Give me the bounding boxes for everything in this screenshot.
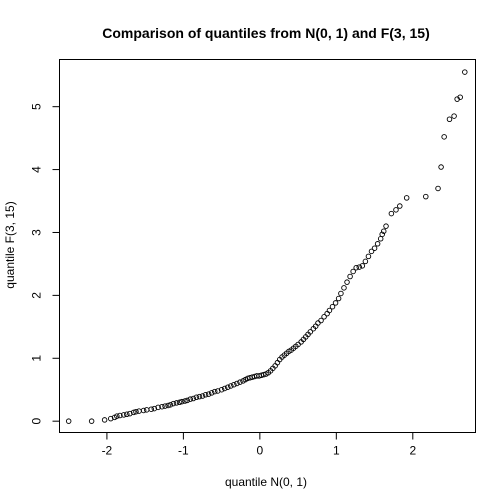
data-point — [338, 290, 344, 297]
data-point — [114, 413, 120, 419]
data-point — [393, 207, 399, 213]
y-tick-label: 2 — [30, 292, 44, 299]
x-tick-label: -1 — [178, 444, 189, 458]
data-point — [167, 402, 174, 408]
data-point — [451, 113, 457, 119]
data-point — [224, 384, 231, 390]
data-point — [173, 400, 180, 406]
data-point — [218, 386, 225, 393]
data-point — [101, 417, 108, 423]
data-point — [341, 285, 347, 291]
data-point — [208, 390, 215, 396]
data-point — [397, 203, 403, 209]
data-point — [170, 400, 177, 407]
data-point — [353, 264, 359, 271]
data-point — [371, 245, 378, 251]
data-point — [133, 408, 139, 415]
data-point — [120, 412, 127, 418]
x-tick-label: 2 — [409, 444, 416, 458]
data-point — [65, 418, 72, 424]
data-point — [423, 193, 429, 200]
data-point — [117, 412, 123, 419]
plot-frame — [59, 59, 476, 433]
data-point — [179, 398, 185, 405]
x-tick-label: 1 — [333, 444, 340, 458]
data-point — [388, 210, 395, 217]
data-point — [326, 307, 333, 314]
data-point — [438, 164, 444, 170]
data-point — [350, 268, 356, 275]
chart-title: Comparison of quantiles from N(0, 1) and… — [102, 25, 429, 41]
data-point — [221, 385, 228, 392]
data-point — [176, 399, 183, 406]
data-point — [462, 69, 468, 75]
data-point — [190, 395, 197, 402]
data-point — [193, 394, 200, 401]
data-point — [130, 409, 137, 416]
data-point — [88, 418, 95, 424]
data-point — [362, 258, 369, 265]
y-tick-label: 5 — [30, 103, 44, 110]
data-point — [365, 253, 372, 260]
y-axis-label: quantile F(3, 15) — [3, 201, 17, 288]
y-tick-label: 3 — [30, 229, 44, 236]
y-tick-label: 4 — [30, 166, 44, 173]
data-point — [140, 407, 147, 414]
x-tick-label: -2 — [102, 444, 113, 458]
data-point — [234, 380, 240, 387]
data-point — [155, 404, 161, 411]
data-point — [344, 279, 350, 285]
x-tick-label: 0 — [257, 444, 264, 458]
data-point — [205, 391, 212, 397]
data-point — [184, 397, 190, 404]
data-point — [196, 393, 203, 400]
y-tick-label: 1 — [30, 355, 44, 362]
data-point — [307, 329, 314, 335]
data-point — [148, 406, 155, 412]
data-point — [329, 303, 336, 310]
data-point — [356, 264, 363, 270]
data-point — [380, 228, 387, 234]
data-point — [383, 223, 389, 229]
data-point — [159, 403, 165, 410]
data-point — [359, 263, 366, 269]
data-point — [374, 241, 381, 247]
data-point — [379, 231, 385, 238]
data-point — [202, 392, 209, 398]
data-point — [441, 134, 447, 140]
data-point — [318, 317, 324, 324]
data-point — [124, 411, 130, 418]
data-point — [347, 273, 353, 280]
data-point — [435, 185, 441, 192]
data-point — [162, 403, 168, 409]
data-point — [457, 94, 463, 100]
y-tick-label: 0 — [30, 418, 44, 425]
data-point — [324, 310, 330, 317]
data-point — [377, 236, 384, 242]
data-point — [315, 320, 321, 326]
data-point — [237, 379, 243, 385]
data-point — [199, 393, 206, 399]
data-point — [136, 408, 142, 414]
data-point — [335, 295, 342, 302]
data-point — [211, 388, 218, 395]
data-points — [65, 69, 468, 424]
x-axis-label: quantile N(0, 1) — [225, 475, 307, 489]
data-point — [321, 314, 327, 320]
data-point — [274, 359, 281, 366]
data-point — [228, 383, 234, 389]
y-axis: 0 1 2 3 4 5 — [30, 103, 60, 425]
data-point — [143, 407, 150, 413]
x-axis: -2 -1 0 1 2 — [102, 432, 416, 458]
data-point — [368, 248, 375, 255]
data-point — [403, 195, 410, 201]
data-point — [260, 371, 267, 378]
data-point — [446, 116, 453, 123]
data-point — [182, 398, 188, 404]
data-point — [165, 402, 171, 409]
data-point — [187, 396, 194, 402]
data-point — [231, 381, 237, 388]
data-point — [332, 300, 339, 306]
